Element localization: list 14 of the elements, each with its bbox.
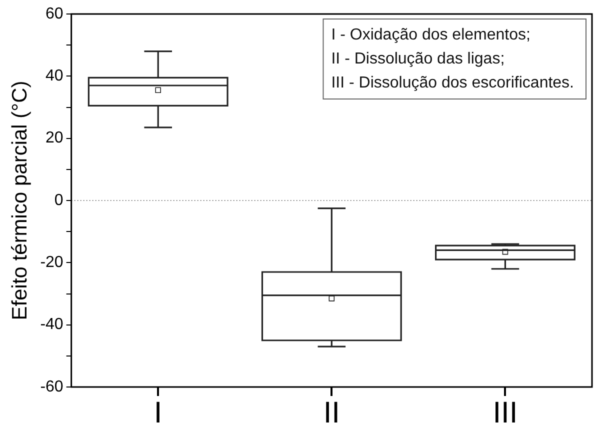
y-axis-title: Efeito térmico parcial (°C) <box>8 80 32 320</box>
y-tick-label: 60 <box>46 5 64 22</box>
x-tick-label: III <box>492 396 518 430</box>
y-tick-label: 40 <box>46 68 64 85</box>
x-tick-label: II <box>323 396 340 430</box>
y-tick-label: -40 <box>40 316 64 334</box>
y-tick-label: 0 <box>54 192 64 209</box>
y-tick-label: -60 <box>40 378 64 396</box>
annotation: II - Dissolução das ligas; <box>331 50 505 68</box>
x-tick-label: I <box>154 396 162 430</box>
y-tick-label: 20 <box>46 130 64 147</box>
y-tick-label: -20 <box>40 254 64 272</box>
annotation: I - Oxidação dos elementos; <box>331 26 530 44</box>
annotation: III - Dissolução dos escorificantes. <box>331 74 574 92</box>
